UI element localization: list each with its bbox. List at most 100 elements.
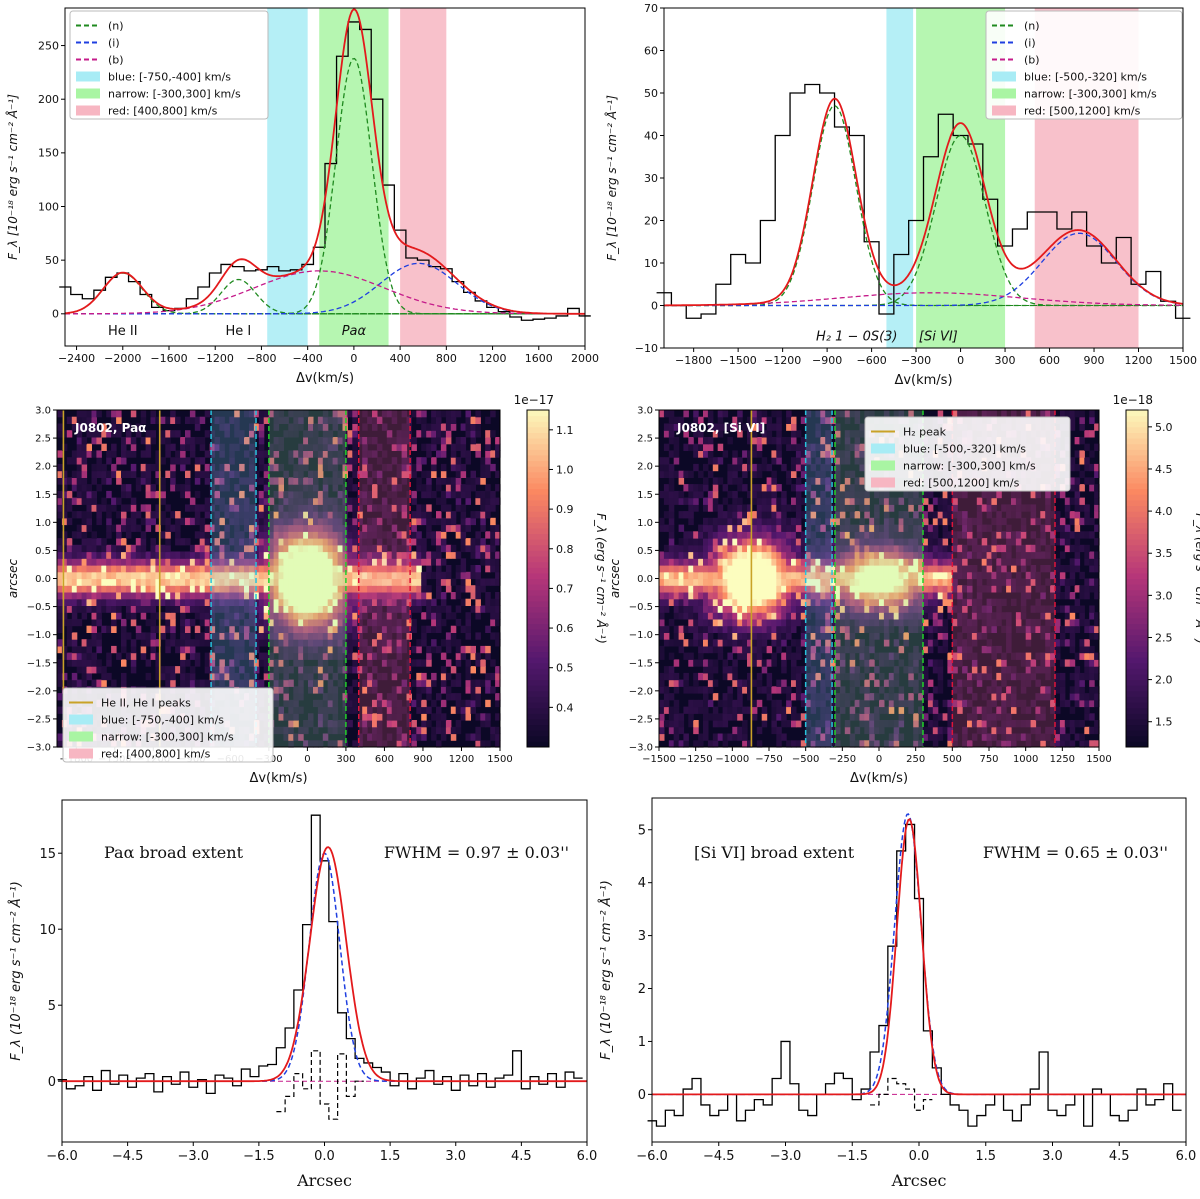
- map-pixel: [199, 517, 206, 526]
- map-pixel: [224, 544, 230, 553]
- map-pixel: [663, 666, 670, 674]
- map-pixel: [888, 578, 895, 586]
- map-pixel: [1045, 686, 1051, 694]
- map-pixel: [703, 693, 709, 701]
- map-pixel: [1089, 740, 1095, 748]
- map-pixel: [791, 666, 797, 674]
- map-pixel: [815, 592, 821, 600]
- map-pixel: [707, 679, 714, 687]
- map-pixel: [431, 713, 437, 721]
- map-pixel: [396, 558, 403, 566]
- map-pixel: [981, 672, 988, 681]
- map-pixel: [698, 585, 704, 593]
- map-pixel: [937, 632, 944, 640]
- map-pixel: [455, 618, 462, 627]
- map-pixel: [194, 578, 201, 586]
- map-pixel: [490, 490, 496, 499]
- map-pixel: [460, 517, 467, 526]
- map-pixel: [952, 733, 958, 741]
- map-pixel: [445, 551, 452, 559]
- map-pixel: [317, 632, 324, 640]
- map-pixel: [283, 524, 289, 532]
- map-pixel: [342, 699, 348, 708]
- map-pixel: [864, 645, 870, 654]
- map-pixel: [219, 666, 225, 674]
- map-pixel: [160, 565, 166, 573]
- legend-entry-label: blue: [-750,-400] km/s: [108, 70, 231, 83]
- map-pixel: [381, 652, 388, 660]
- map-pixel: [440, 713, 447, 721]
- map-pixel: [313, 497, 319, 505]
- map-pixel: [293, 632, 299, 640]
- map-pixel: [416, 571, 422, 580]
- map-pixel: [327, 477, 334, 485]
- map-pixel: [795, 612, 802, 620]
- map-pixel: [362, 585, 368, 593]
- map-pixel: [835, 713, 841, 721]
- velocity-band-blue: [267, 8, 308, 346]
- map-pixel: [440, 443, 447, 451]
- map-pixel: [470, 477, 476, 485]
- map-pixel: [160, 477, 166, 485]
- map-pixel: [440, 470, 447, 478]
- map-pixel: [436, 592, 442, 600]
- map-pixel: [673, 612, 680, 620]
- map-pixel: [81, 437, 88, 445]
- map-pixel: [121, 679, 127, 687]
- map-pixel: [234, 585, 240, 593]
- map-pixel: [194, 659, 201, 667]
- map-pixel: [106, 625, 112, 633]
- map-pixel: [1094, 618, 1100, 627]
- map-pixel: [303, 457, 309, 465]
- map-pixel: [411, 659, 417, 667]
- map-pixel: [357, 666, 363, 674]
- map-pixel: [185, 477, 191, 485]
- map-pixel: [1064, 639, 1071, 647]
- map-pixel: [367, 645, 373, 654]
- map-pixel: [981, 585, 988, 593]
- map-pixel: [253, 565, 260, 573]
- map-pixel: [170, 558, 176, 566]
- map-pixel: [347, 497, 353, 505]
- map-pixel: [66, 571, 73, 580]
- map-pixel: [967, 652, 973, 660]
- map-pixel: [199, 524, 206, 532]
- map-pixel: [401, 497, 408, 505]
- map-pixel: [932, 686, 939, 694]
- map-pixel: [1045, 672, 1051, 681]
- map-pixel: [1055, 720, 1061, 728]
- map-pixel: [766, 693, 773, 701]
- map-pixel: [332, 686, 339, 694]
- map-pixel: [278, 565, 284, 573]
- map-pixel: [1045, 733, 1051, 741]
- map-pixel: [864, 592, 870, 600]
- map-pixel: [445, 672, 452, 681]
- x-tick-label: 2000: [571, 352, 599, 365]
- map-pixel: [322, 605, 329, 613]
- map-pixel: [86, 504, 92, 512]
- map-pixel: [490, 598, 496, 606]
- map-pixel: [96, 538, 102, 546]
- map-pixel: [342, 517, 348, 526]
- map-pixel: [367, 618, 373, 627]
- y-tick-label: 2.0: [35, 462, 51, 473]
- map-pixel: [712, 740, 719, 748]
- map-pixel: [761, 592, 768, 600]
- map-pixel: [683, 652, 689, 660]
- map-pixel: [288, 578, 294, 586]
- map-pixel: [791, 720, 797, 728]
- map-pixel: [185, 672, 191, 681]
- map-pixel: [130, 504, 137, 512]
- map-pixel: [913, 726, 919, 735]
- map-pixel: [1064, 578, 1071, 586]
- map-pixel: [673, 571, 680, 580]
- y-tick-label: −10: [635, 342, 658, 355]
- legend-entry-label: narrow: [-300,300] km/s: [1024, 87, 1157, 100]
- map-pixel: [130, 437, 137, 445]
- map-pixel: [61, 504, 68, 512]
- map-pixel: [942, 578, 949, 586]
- map-pixel: [303, 578, 309, 586]
- map-pixel: [913, 605, 919, 613]
- map-pixel: [431, 699, 437, 708]
- map-pixel: [475, 713, 481, 721]
